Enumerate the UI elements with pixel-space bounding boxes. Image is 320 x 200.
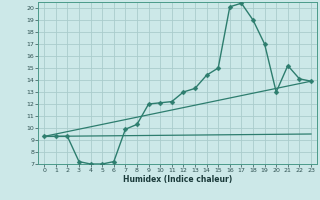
X-axis label: Humidex (Indice chaleur): Humidex (Indice chaleur) [123,175,232,184]
